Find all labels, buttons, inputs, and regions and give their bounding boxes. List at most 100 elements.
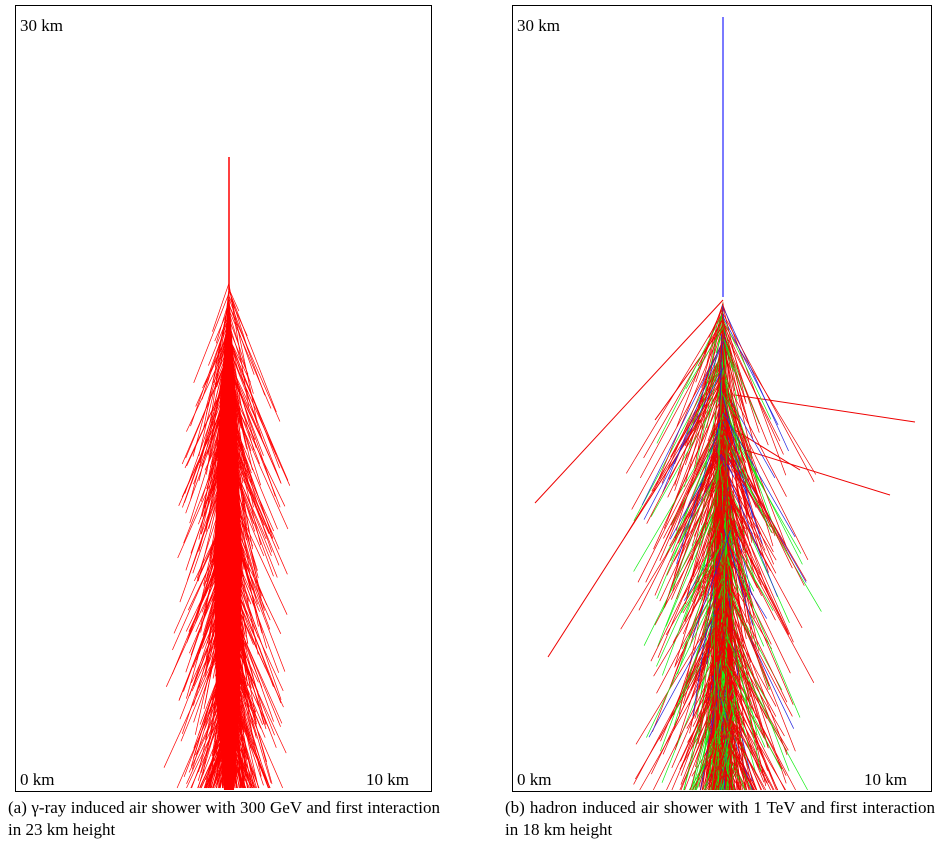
particle-track [229,402,244,484]
particle-track [231,494,288,615]
particle-track [220,679,271,789]
particle-track [704,632,714,739]
particle-track [713,613,716,743]
particle-track [722,313,815,483]
particle-track [718,662,786,791]
particle-track [720,383,725,437]
particle-track [729,550,801,718]
particle-track [201,386,228,517]
particle-track [732,769,741,791]
particle-track [232,483,262,597]
particle-track [620,469,719,630]
particle-track [163,637,224,768]
particle-track [196,574,224,661]
particle-track [723,557,752,713]
particle-track [203,441,232,510]
particle-track [213,487,233,612]
caption: (b) hadron induced air shower with 1 TeV… [505,798,935,839]
particle-track [722,630,785,737]
particle-track [234,677,284,789]
particle-track [228,670,244,706]
particle-track [183,639,237,778]
particle-track [225,580,266,669]
particle-track [648,602,723,738]
particle-track [722,306,789,452]
particle-track [229,511,248,552]
particle-track [233,657,264,726]
particle-track [229,481,231,515]
particle-track [710,548,716,649]
particle-track [687,442,728,508]
particle-track [705,456,721,490]
particle-track [721,596,765,738]
particle-track [727,695,736,723]
particle-track [727,646,734,727]
particle-track [230,478,265,557]
particle-track [216,408,231,462]
particle-track [206,719,223,789]
particle-track [212,283,230,332]
particle-track [723,529,754,626]
particle-track [225,527,247,634]
particle-track [682,546,731,704]
particle-track [727,524,815,683]
particle-track [193,293,229,384]
particle-track [706,590,720,728]
particle-track [198,431,232,552]
particle-track [725,663,783,771]
particle-track [681,575,724,650]
particle-track [231,424,272,533]
particle-track [227,328,232,399]
particle-track [231,434,273,553]
particle-track [674,521,721,666]
particle-track [223,565,225,643]
particle-track [719,333,723,400]
particle-track [635,600,724,745]
particle-track [670,403,726,526]
particle-track [661,338,724,484]
particle-track [231,685,234,788]
particle-track [210,463,227,576]
particle-track [731,610,788,756]
particle-track [660,585,724,752]
particle-track [677,549,719,675]
particle-track [723,455,745,580]
width-label: 10 km [864,770,907,789]
particle-track [706,341,724,429]
particle-track [727,473,766,551]
particle-track [704,749,716,791]
particle-track [723,716,736,791]
particle-track [233,590,261,650]
particle-track [231,404,234,508]
particle-track [227,452,274,577]
particle-track [723,751,730,791]
particle-track [232,501,259,627]
particle-track [226,660,236,716]
particle-track [227,454,233,481]
particle-track [228,305,281,422]
particle-track [725,460,729,531]
particle-track [666,455,725,576]
particle-track [721,728,727,791]
particle-track [715,768,727,791]
particle-track [674,623,716,751]
particle-track [208,372,230,459]
particle-track [236,692,259,789]
particle-track [725,616,728,640]
particle-track [723,322,760,433]
particle-track [680,690,716,767]
particle-track [716,413,724,445]
particle-track [194,602,225,735]
particle-track [721,695,768,784]
particle-track [714,707,757,790]
particle-track [694,660,715,719]
particle-track [723,322,733,355]
particle-track [661,519,721,676]
particle-track [723,506,788,631]
particle-track [643,367,724,520]
particle-track [215,649,234,753]
particle-track [215,709,230,781]
particle-track [229,365,255,451]
particle-track [719,562,773,650]
